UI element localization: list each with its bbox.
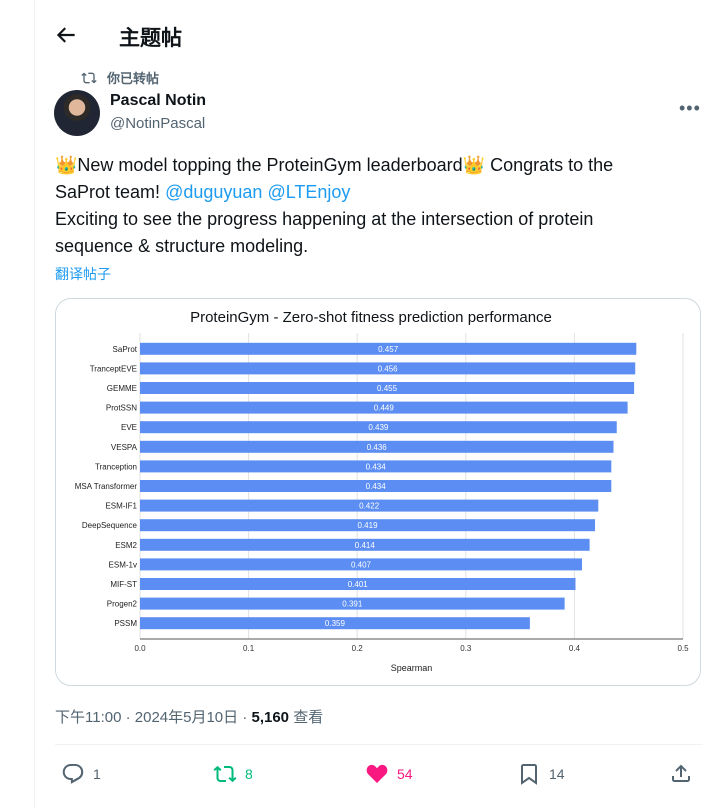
category-label: VESPA: [111, 443, 138, 452]
data-label: 0.456: [378, 364, 399, 373]
data-label: 0.449: [374, 404, 395, 413]
x-tick-label: 0.4: [569, 644, 581, 653]
post-line1-suffix: Congrats to the: [485, 155, 614, 175]
category-label: ESM2: [115, 541, 137, 550]
x-tick-label: 0.1: [243, 644, 255, 653]
retweeted-label: 你已转帖: [107, 71, 160, 86]
repost-button[interactable]: 8: [213, 762, 253, 786]
post-line3: Exciting to see the progress happening a…: [55, 209, 594, 229]
bookmark-icon: [521, 764, 537, 785]
share-button[interactable]: [669, 762, 693, 786]
bar: [140, 480, 612, 492]
post-line1-prefix: New model topping the ProteinGym leaderb…: [77, 155, 463, 175]
category-label: ProtSSN: [106, 404, 137, 413]
views-label: 查看: [289, 709, 324, 726]
bookmark-count: 14: [549, 766, 565, 782]
back-arrow-icon[interactable]: [53, 22, 79, 48]
data-label: 0.436: [367, 443, 388, 452]
chart-image[interactable]: ProteinGym - Zero-shot fitness predictio…: [55, 298, 701, 686]
bar: [140, 617, 530, 630]
post-column: 主题帖 你已转帖 Pascal Notin @NotinPascal ••• 👑…: [34, 0, 722, 809]
data-label: 0.414: [355, 541, 376, 550]
x-tick-label: 0.3: [460, 644, 472, 653]
data-label: 0.455: [377, 384, 398, 393]
avatar[interactable]: [54, 90, 100, 136]
repost-small-icon: [81, 72, 97, 83]
data-label: 0.407: [351, 560, 372, 569]
action-bar: 1 8 54 14: [55, 762, 703, 786]
data-label: 0.422: [359, 502, 380, 511]
x-tick-label: 0.5: [677, 644, 689, 653]
author-handle[interactable]: @NotinPascal: [110, 115, 206, 132]
bookmark-button[interactable]: 14: [517, 762, 565, 786]
category-label: MIF-ST: [110, 580, 137, 589]
like-count: 54: [397, 766, 413, 782]
category-label: SaProt: [113, 345, 138, 354]
bar: [140, 382, 635, 394]
bar: [140, 578, 576, 590]
heart-icon: [366, 764, 388, 783]
category-label: PSSM: [114, 619, 137, 628]
post-line4: sequence & structure modeling.: [55, 236, 309, 256]
bar: [140, 440, 614, 453]
top-bar: 主题帖: [35, 0, 722, 72]
data-label: 0.434: [366, 482, 387, 491]
more-options-icon[interactable]: •••: [679, 98, 701, 118]
post-meta: 下午11:00 · 2024年5月10日 · 5,160 查看: [55, 706, 323, 727]
category-label: GEMME: [107, 384, 137, 393]
data-label: 0.401: [348, 580, 369, 589]
retweeted-indicator: 你已转帖: [81, 68, 159, 87]
author-name[interactable]: Pascal Notin: [110, 92, 207, 109]
bar: [140, 460, 612, 473]
divider: [55, 744, 703, 745]
mention-link[interactable]: @duguyuan: [165, 182, 263, 202]
data-label: 0.391: [342, 600, 363, 609]
bar: [140, 538, 590, 551]
bar-chart: 0.0 0.1 0.2 0.3 0.4 0.5 SaProt 0.457 TranceptEVE…: [75, 333, 689, 673]
bar: [140, 401, 628, 414]
share-icon: [672, 764, 690, 782]
like-button[interactable]: 54: [365, 762, 413, 786]
x-tick-label: 0.0: [134, 644, 146, 653]
category-label: ESM-IF1: [105, 502, 137, 511]
page-title: 主题帖: [119, 27, 182, 50]
crown-emoji: 👑: [55, 155, 78, 175]
bar: [140, 597, 565, 610]
bar: [140, 342, 637, 355]
category-label: Progen2: [107, 600, 138, 609]
bar: [140, 519, 596, 532]
bar: [140, 421, 617, 434]
data-label: 0.439: [368, 423, 389, 432]
bar: [140, 558, 583, 571]
category-label: ESM-1v: [109, 560, 137, 569]
repost-count: 8: [245, 766, 253, 782]
bar: [140, 499, 599, 512]
reply-count: 1: [93, 766, 101, 782]
data-label: 0.359: [325, 619, 346, 628]
view-count: 5,160: [251, 709, 290, 726]
post-text: 👑New model topping the ProteinGym leader…: [55, 152, 705, 260]
chart-title: ProteinGym - Zero-shot fitness predictio…: [190, 309, 552, 326]
crown-emoji: 👑: [462, 155, 486, 175]
mention-link[interactable]: @LTEnjoy: [267, 182, 351, 202]
category-label: EVE: [121, 423, 137, 432]
bar: [140, 362, 636, 375]
repost-icon: [213, 765, 237, 783]
post-timestamp[interactable]: 下午11:00 · 2024年5月10日 ·: [55, 709, 252, 726]
reply-icon: [62, 764, 84, 784]
x-tick-label: 0.2: [352, 644, 364, 653]
category-label: Tranception: [95, 462, 137, 471]
post-line2-prefix: SaProt team!: [55, 182, 166, 202]
data-label: 0.419: [358, 521, 379, 530]
reply-button[interactable]: 1: [61, 762, 101, 786]
translate-link[interactable]: 翻译帖子: [55, 266, 111, 282]
data-label: 0.434: [366, 462, 387, 471]
data-label: 0.457: [378, 345, 399, 354]
category-label: TranceptEVE: [90, 364, 137, 373]
category-label: MSA Transformer: [75, 482, 138, 491]
category-label: DeepSequence: [82, 521, 138, 530]
x-axis-label: Spearman: [391, 663, 433, 673]
